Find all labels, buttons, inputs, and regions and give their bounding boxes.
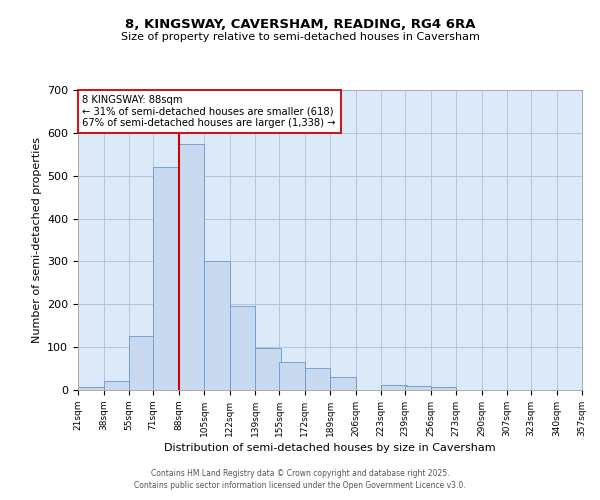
Text: Contains public sector information licensed under the Open Government Licence v3: Contains public sector information licen… — [134, 481, 466, 490]
Bar — [204, 262, 229, 390]
Bar — [255, 348, 281, 390]
Bar — [104, 382, 129, 390]
Bar — [431, 387, 456, 390]
Bar — [153, 167, 179, 390]
Bar — [279, 362, 305, 390]
Bar — [305, 368, 330, 390]
Y-axis label: Number of semi-detached properties: Number of semi-detached properties — [32, 137, 41, 343]
Text: Contains HM Land Registry data © Crown copyright and database right 2025.: Contains HM Land Registry data © Crown c… — [151, 468, 449, 477]
Bar — [381, 385, 407, 390]
Bar — [78, 386, 104, 390]
Text: 8, KINGSWAY, CAVERSHAM, READING, RG4 6RA: 8, KINGSWAY, CAVERSHAM, READING, RG4 6RA — [125, 18, 475, 30]
Bar — [179, 144, 204, 390]
Text: 8 KINGSWAY: 88sqm
← 31% of semi-detached houses are smaller (618)
67% of semi-de: 8 KINGSWAY: 88sqm ← 31% of semi-detached… — [83, 95, 336, 128]
Bar — [229, 306, 255, 390]
Bar — [330, 377, 355, 390]
Bar — [405, 386, 431, 390]
X-axis label: Distribution of semi-detached houses by size in Caversham: Distribution of semi-detached houses by … — [164, 443, 496, 453]
Bar — [129, 336, 155, 390]
Text: Size of property relative to semi-detached houses in Caversham: Size of property relative to semi-detach… — [121, 32, 479, 42]
